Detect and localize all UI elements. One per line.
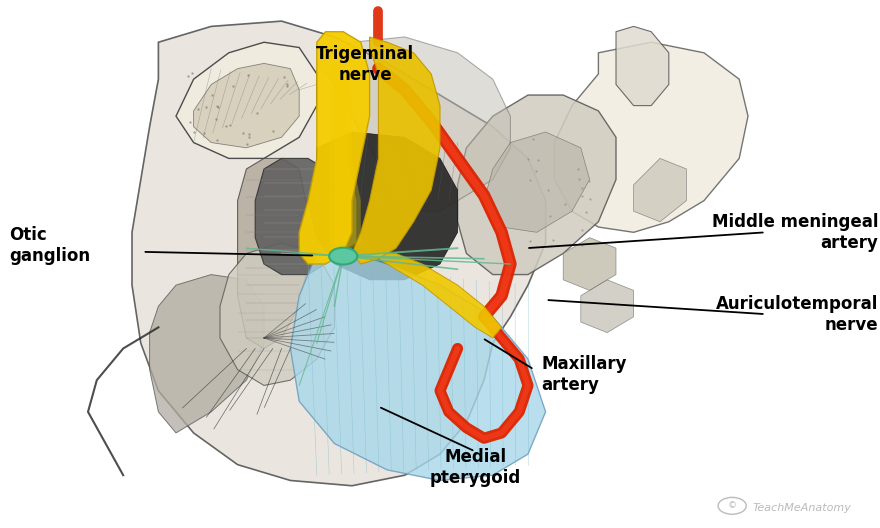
- Text: Medial
pterygoid: Medial pterygoid: [429, 448, 521, 487]
- Polygon shape: [554, 42, 748, 232]
- Polygon shape: [334, 63, 361, 253]
- Polygon shape: [458, 95, 616, 275]
- Text: Middle meningeal
artery: Middle meningeal artery: [712, 213, 878, 252]
- Text: TeachMeAnatomy: TeachMeAnatomy: [752, 503, 851, 513]
- Polygon shape: [299, 32, 370, 264]
- Polygon shape: [581, 280, 634, 333]
- Text: Auriculotemporal
nerve: Auriculotemporal nerve: [715, 295, 878, 334]
- Polygon shape: [330, 63, 356, 253]
- Polygon shape: [132, 21, 546, 486]
- Polygon shape: [194, 63, 299, 148]
- Polygon shape: [352, 37, 440, 264]
- Text: Trigeminal
nerve: Trigeminal nerve: [316, 45, 414, 83]
- Text: Otic
ganglion: Otic ganglion: [9, 226, 90, 265]
- Polygon shape: [370, 253, 502, 338]
- Polygon shape: [484, 132, 590, 232]
- Polygon shape: [238, 158, 308, 348]
- Polygon shape: [308, 132, 458, 280]
- Polygon shape: [150, 275, 264, 433]
- Polygon shape: [634, 158, 686, 222]
- Polygon shape: [616, 26, 669, 106]
- Polygon shape: [563, 238, 616, 290]
- Text: Maxillary
artery: Maxillary artery: [541, 355, 627, 394]
- Polygon shape: [317, 37, 510, 211]
- Polygon shape: [220, 243, 334, 385]
- Polygon shape: [290, 253, 546, 480]
- Polygon shape: [176, 42, 317, 158]
- Text: ©: ©: [728, 501, 737, 511]
- Polygon shape: [255, 158, 334, 275]
- Circle shape: [329, 248, 357, 265]
